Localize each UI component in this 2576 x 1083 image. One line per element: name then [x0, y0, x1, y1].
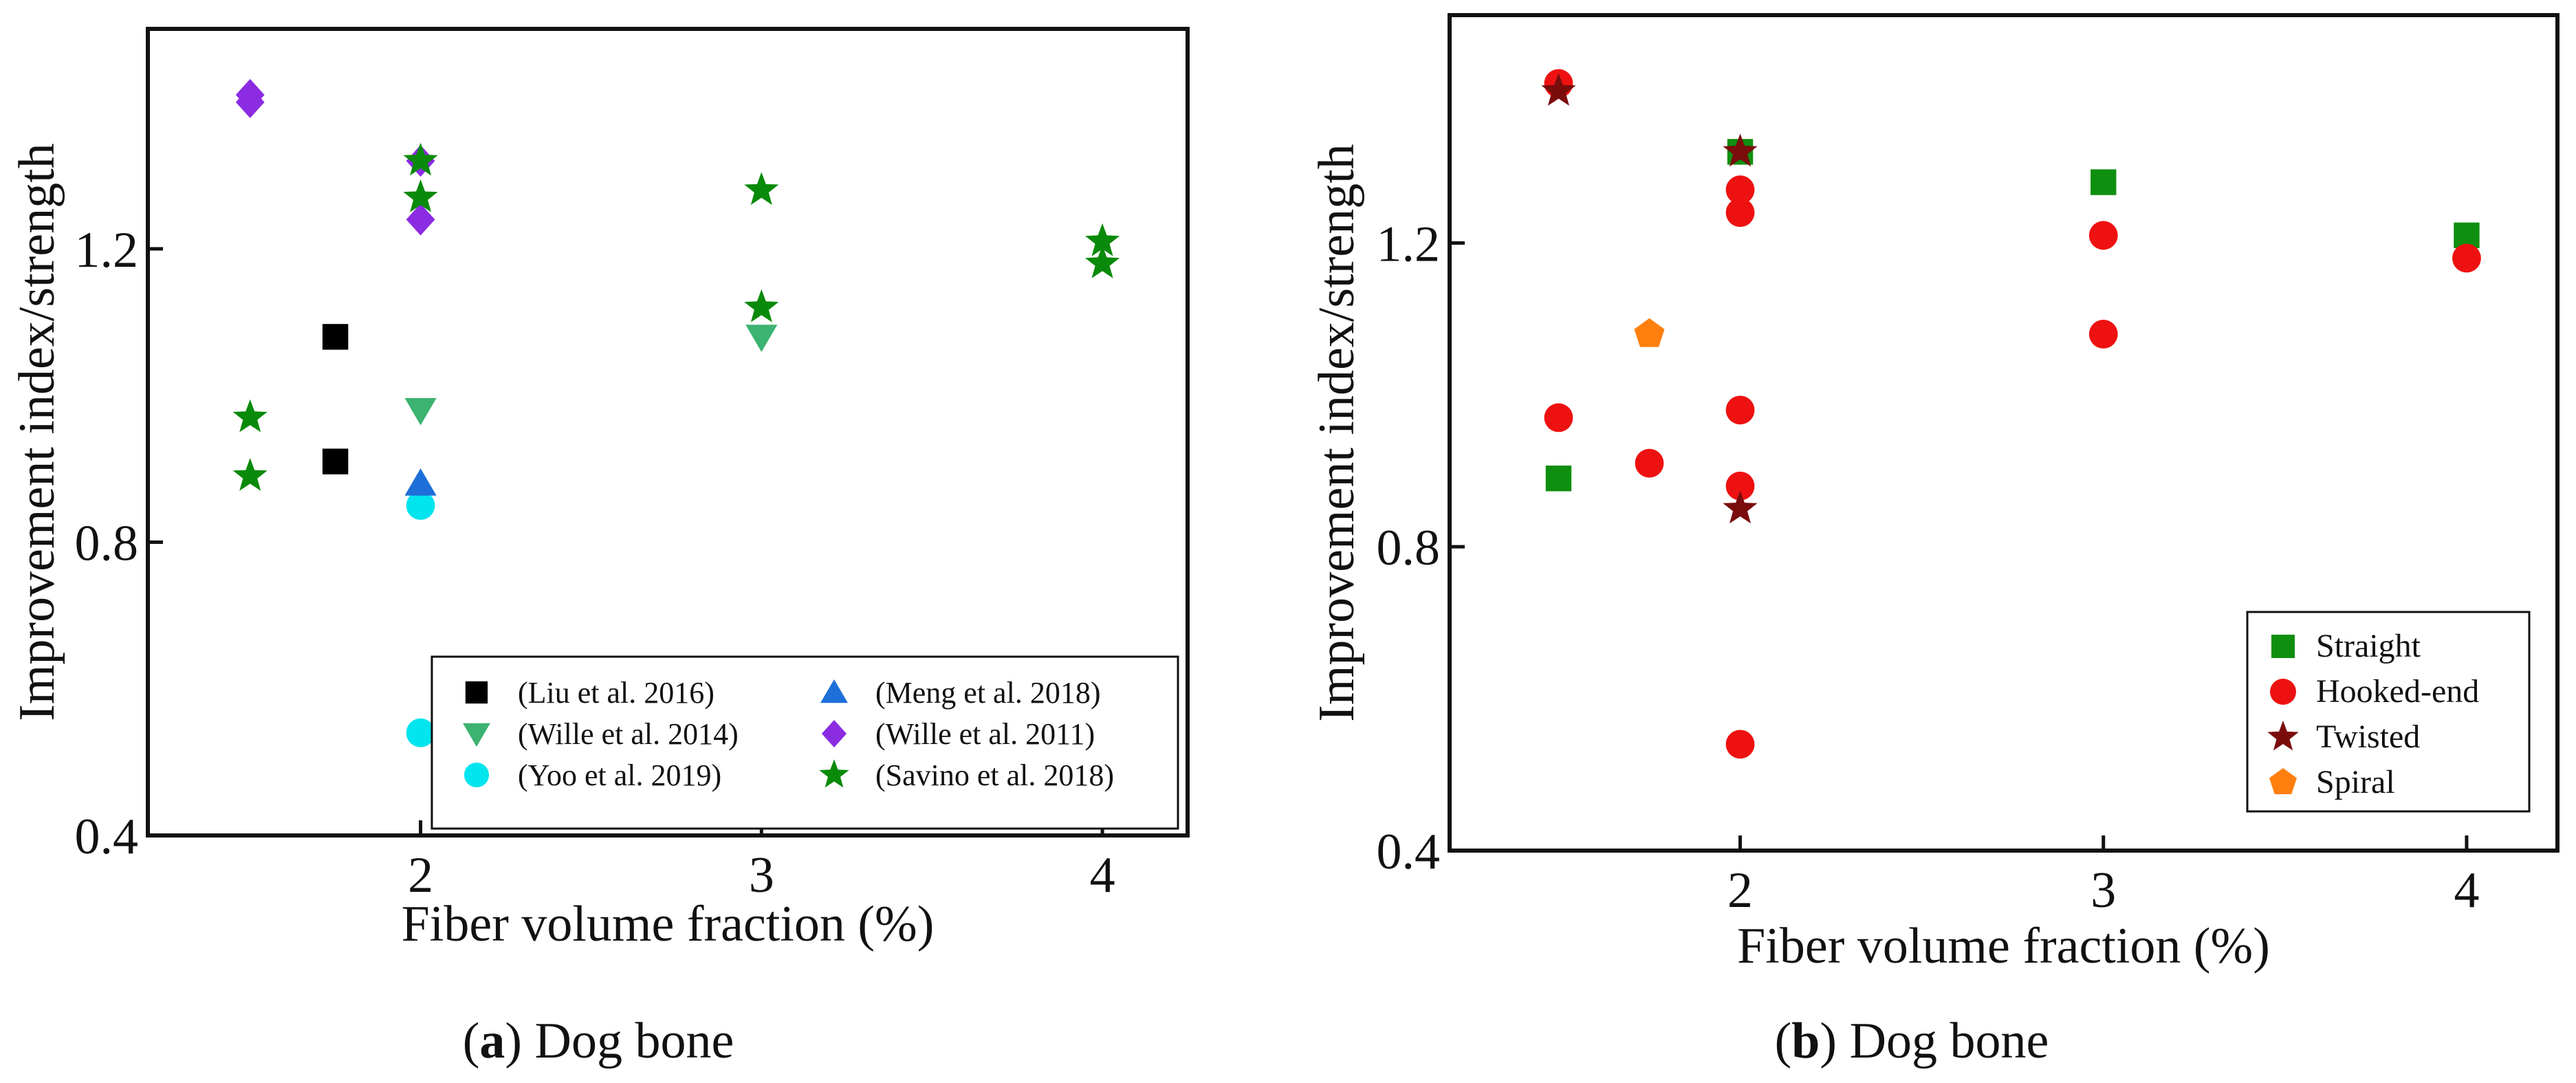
data-point: [1725, 471, 1755, 501]
data-point: [2091, 169, 2117, 195]
plot-frame: [146, 27, 1190, 838]
data-point: [1085, 245, 1120, 278]
data-point: [1725, 175, 1755, 204]
data-point: [1634, 318, 1665, 347]
panel-caption: (a) Dog bone: [463, 1013, 734, 1069]
data-point: [1725, 730, 1755, 759]
series-3: [404, 468, 437, 496]
data-point: [232, 458, 268, 491]
y-tick-label: 0.8: [1377, 520, 1441, 576]
caption-close: ): [1820, 1013, 1837, 1069]
data-point: [406, 718, 435, 747]
legend-label: Twisted: [2316, 719, 2420, 755]
data-point: [1085, 223, 1120, 256]
data-point: [1635, 448, 1664, 478]
data-point: [2088, 221, 2118, 250]
data-point: [403, 179, 438, 212]
legend: Straight Hooked-end Twisted Spiral: [2246, 611, 2531, 813]
y-tick-label: 0.4: [1377, 824, 1441, 880]
legend-marker: [821, 720, 847, 747]
data-point: [1723, 133, 1758, 167]
legend: (Liu et al. 2016) (Wille et al. 2014) (Yoo…: [430, 655, 1179, 830]
legend-label: (Liu et al. 2016): [518, 676, 714, 710]
data-point: [2088, 320, 2118, 349]
y-tick-label: 0.4: [75, 809, 139, 865]
x-tick-label: 3: [749, 847, 774, 904]
legend-marker: [819, 759, 849, 788]
chart-panel-b: 2 3 4 0.4 0.8 1.2 Fiber volume fraction (%) Imp…: [1309, 13, 2559, 1069]
x-tick-label: 2: [1727, 862, 1753, 919]
legend-label: Straight: [2316, 628, 2421, 664]
series-2: [406, 491, 435, 747]
chart-panel-a: 2 3 4 0.4 0.8 1.2 Fiber volume fraction (%) Imp…: [9, 27, 1190, 1069]
legend-marker: [2269, 768, 2297, 794]
y-tick-label: 0.8: [75, 515, 139, 571]
series-5: [232, 142, 1120, 491]
series-3: [1634, 318, 1665, 347]
x-tick-label: 4: [1090, 847, 1115, 904]
y-tick-label: 1.2: [1377, 216, 1441, 272]
x-axis-title: Fiber volume fraction (%): [1737, 918, 2270, 974]
legend-marker: [2267, 721, 2299, 751]
y-axis-title: Improvement index/strength: [9, 143, 65, 721]
data-point: [1725, 395, 1755, 425]
data-point: [745, 325, 778, 352]
legend-label: Hooked-end: [2316, 673, 2479, 710]
legend-label: (Meng et al. 2018): [875, 676, 1100, 710]
series-0: [322, 324, 349, 474]
data-point: [406, 204, 435, 236]
data-point: [744, 289, 779, 322]
legend-box: [430, 655, 1179, 830]
series-0: [1545, 139, 2480, 492]
legend-marker: [2270, 679, 2296, 705]
legend-label: (Wille et al. 2011): [875, 717, 1095, 751]
data-point: [1541, 73, 1576, 106]
series-2: [1541, 73, 1758, 524]
data-point: [232, 399, 268, 433]
legend-marker: [2271, 635, 2295, 658]
caption-open: (: [463, 1013, 480, 1069]
data-point: [2452, 243, 2481, 273]
caption-close: ): [505, 1013, 522, 1069]
legend-label: (Savino et al. 2018): [875, 758, 1114, 792]
caption-open: (: [1775, 1013, 1792, 1069]
data-point: [404, 468, 437, 496]
data-point: [403, 142, 438, 176]
series-1: [404, 325, 778, 426]
data-point: [322, 448, 349, 474]
data-point: [744, 172, 779, 205]
data-point: [1723, 490, 1758, 524]
legend-marker: [463, 723, 490, 747]
legend-label: Spiral: [2316, 764, 2395, 800]
caption-letter: b: [1791, 1013, 1820, 1069]
data-point: [235, 86, 265, 118]
caption-letter: a: [479, 1013, 505, 1069]
data-point: [322, 324, 349, 350]
plot-frame: [1448, 13, 2559, 853]
x-tick-label: 4: [2454, 862, 2479, 919]
x-tick-label: 3: [2091, 862, 2116, 919]
legend-marker: [820, 679, 848, 703]
legend-marker: [463, 762, 490, 788]
panel-caption: (b) Dog bone: [1775, 1013, 2049, 1069]
data-point: [1545, 466, 1572, 492]
data-point: [1544, 403, 1573, 433]
x-tick-label: 2: [408, 847, 433, 904]
caption-text: Dog bone: [1837, 1013, 2049, 1069]
y-tick-label: 1.2: [75, 222, 139, 278]
caption-text: Dog bone: [522, 1013, 734, 1069]
y-axis-title: Improvement index/strength: [1309, 144, 1365, 722]
legend-marker: [465, 681, 488, 704]
data-point: [404, 397, 437, 426]
x-axis-title: Fiber volume fraction (%): [402, 896, 935, 952]
series-4: [235, 78, 435, 236]
data-point: [406, 491, 435, 521]
legend-label: (Yoo et al. 2019): [518, 758, 721, 792]
legend-label: (Wille et al. 2014): [518, 717, 739, 751]
data-point: [1725, 198, 1755, 228]
